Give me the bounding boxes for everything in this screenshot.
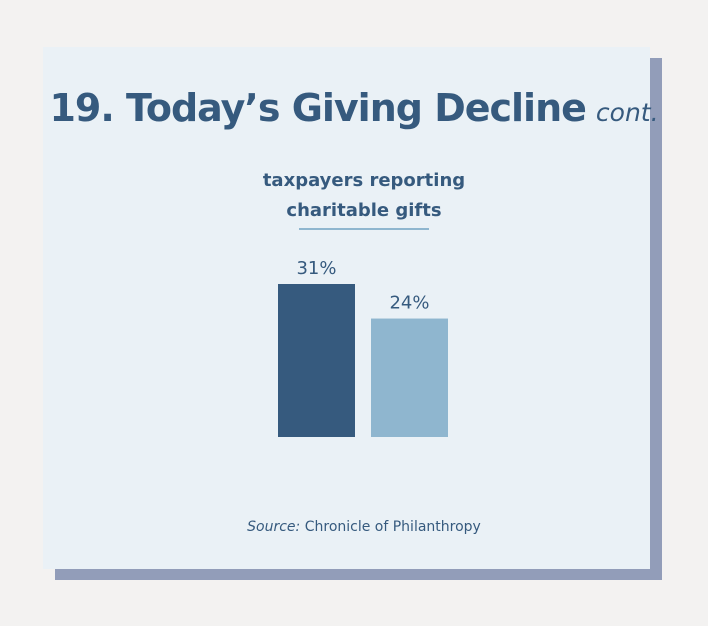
bar-value-label-1: 31% <box>296 258 336 279</box>
bar-1 <box>278 284 355 437</box>
source-label: Source: <box>247 519 301 535</box>
chart-title-line-2: charitable gifts <box>286 200 442 221</box>
source-note: Source: Chronicle of Philanthropy <box>0 519 708 535</box>
title-cont: cont. <box>595 98 659 127</box>
bar-value-label-2: 24% <box>389 293 429 314</box>
page-title: 19. Today’s Giving Decline cont. <box>0 86 708 130</box>
chart-title-line-1: taxpayers reporting <box>262 170 466 191</box>
chart-title: taxpayers reporting charitable gifts <box>214 166 514 226</box>
title-main: 19. Today’s Giving Decline <box>49 86 586 130</box>
source-text: Chronicle of Philanthropy <box>304 519 481 535</box>
chart-title-underline <box>299 228 429 230</box>
bar-2 <box>371 318 448 437</box>
